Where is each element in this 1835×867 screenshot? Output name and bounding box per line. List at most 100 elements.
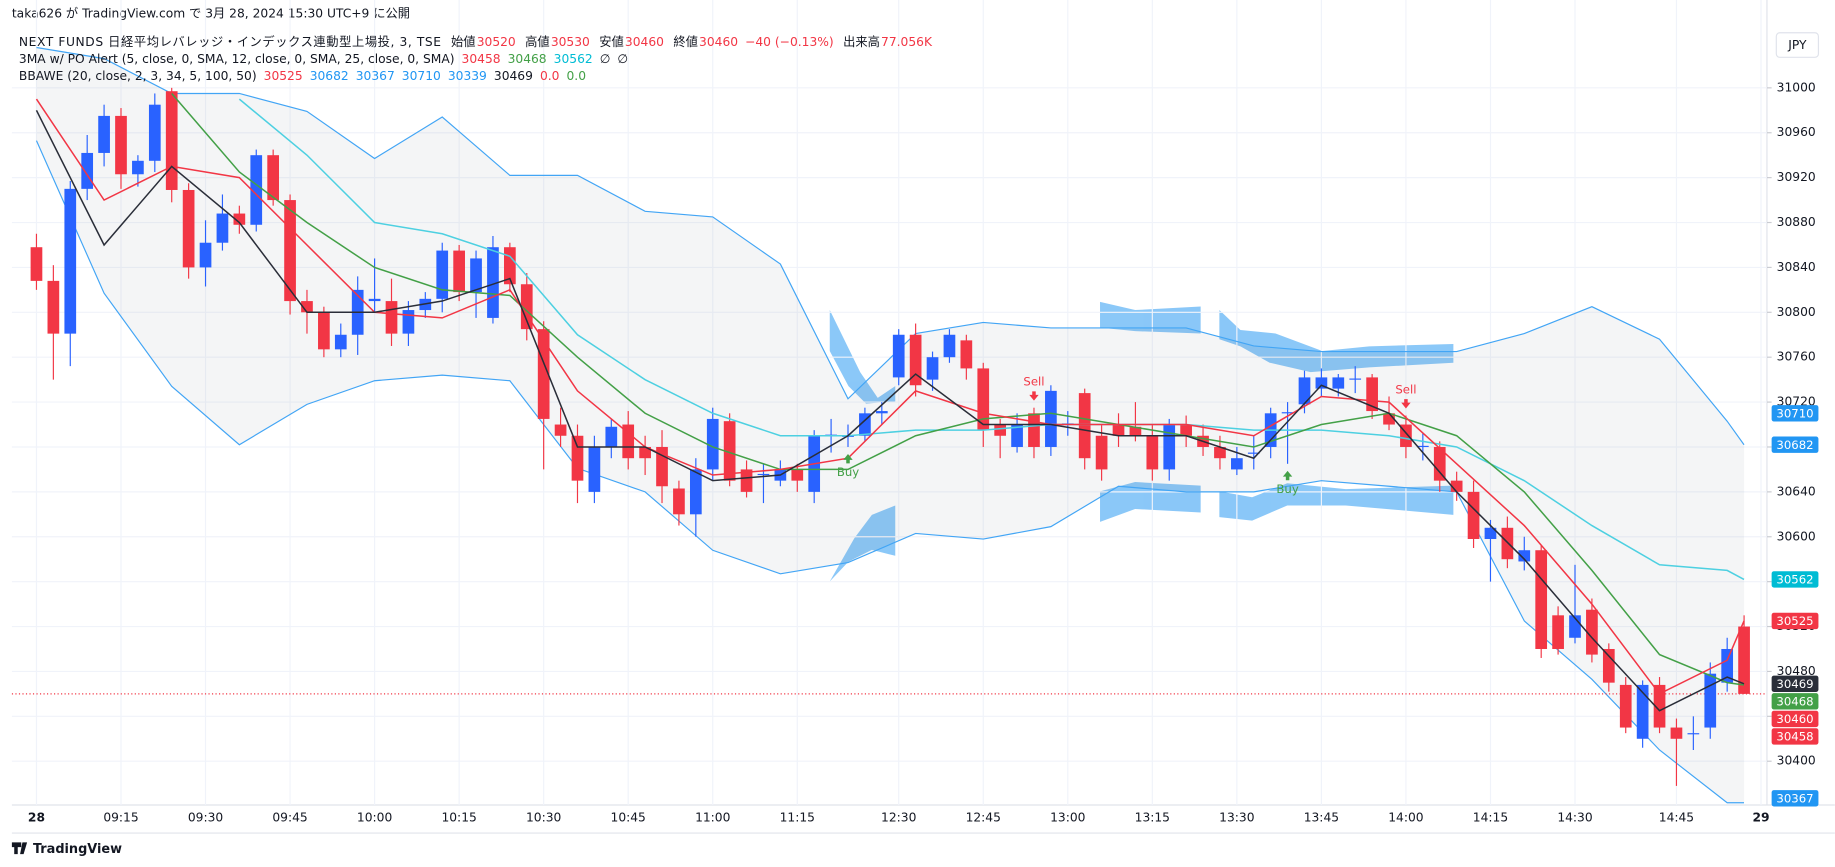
candle-body [385, 301, 398, 334]
candle-body [30, 247, 43, 281]
candle-body [994, 424, 1007, 436]
legend-label: 高値 [525, 34, 550, 49]
candle-body [1518, 550, 1531, 562]
price-label: 30367 [1776, 791, 1813, 805]
band-lower [35, 140, 1745, 804]
legend-value: 30562 [554, 52, 593, 66]
price-label-bg [1771, 612, 1819, 630]
price-label-bg [1771, 571, 1819, 588]
candle-body [64, 188, 77, 334]
candle-body [1636, 684, 1649, 739]
ma-line [35, 109, 1745, 712]
candle-body [1045, 390, 1057, 447]
candle-body [1028, 413, 1040, 447]
candle-body [182, 189, 195, 268]
x-tick-label: 14:00 [1388, 810, 1423, 824]
signal-arrow [1029, 391, 1039, 401]
price-label: 30525 [1776, 614, 1813, 628]
currency-button[interactable]: JPY [1775, 32, 1820, 58]
x-tick-label: 10:15 [441, 810, 476, 824]
signal-arrow [843, 453, 853, 464]
x-tick-label: 29 [1752, 810, 1769, 824]
x-tick-label: 28 [28, 810, 45, 824]
footer-logo: TradingView [33, 842, 122, 857]
candle-body [1146, 435, 1159, 470]
candle-body [368, 298, 381, 302]
y-tick-label: 30960 [1777, 125, 1816, 139]
price-label-bg [1771, 710, 1819, 728]
price-label: 30562 [1776, 572, 1813, 586]
candle-body [301, 301, 313, 313]
legend-value: 30468 [508, 52, 547, 66]
candle-body [132, 160, 144, 175]
legend-label: 終値 [673, 34, 698, 49]
y-tick-label: 30840 [1777, 260, 1816, 274]
candle-body [250, 155, 263, 225]
candle-body [1738, 626, 1750, 694]
candle-body [740, 469, 753, 492]
signal-label: Sell [1395, 382, 1416, 396]
candle-body [1721, 648, 1734, 683]
x-tick-label: 14:45 [1659, 810, 1694, 824]
legend-value: 30458 [462, 52, 501, 66]
legend-row: BBAWE (20, close, 2, 3, 34, 5, 100, 50) 3… [19, 69, 586, 83]
x-tick-label: 10:30 [526, 810, 561, 824]
candle-body [1078, 393, 1091, 459]
legend-name: NEXT FUNDS 日経平均レバレッジ・インデックス連動型上場投, 3, TS… [19, 34, 442, 49]
legend-label: 安値 [599, 34, 624, 49]
y-tick-label: 30600 [1777, 529, 1816, 543]
legend-value: 30460 [699, 35, 738, 49]
button-frame[interactable] [1775, 32, 1820, 58]
candle-body [757, 473, 770, 476]
x-tick-label: 13:45 [1304, 810, 1339, 824]
candle-body [977, 368, 990, 431]
price-label-bg [1771, 728, 1819, 745]
legend-label: 始値 [451, 34, 476, 49]
candle-body [216, 213, 229, 243]
signal-arrow [1401, 399, 1411, 409]
candle-body [622, 424, 635, 459]
candle-body [1687, 733, 1700, 735]
legend-row: 3MA w/ PO Alert (5, close, 0, SMA, 12, c… [19, 52, 628, 66]
legend-value: ∅ [600, 52, 611, 66]
price-label-bg [1771, 790, 1819, 807]
candle-body [1247, 452, 1260, 454]
awe-shape [829, 310, 896, 404]
candle-body [689, 469, 702, 515]
candle-body [537, 329, 550, 419]
candle-body [656, 446, 668, 487]
ma-line [238, 98, 1745, 581]
legend-value: 30710 [402, 69, 441, 83]
legend-value: 30460 [625, 35, 664, 49]
candle-body [605, 426, 618, 447]
logo-mark [11, 842, 28, 855]
x-tick-label: 12:45 [966, 810, 1001, 824]
currency-label[interactable]: JPY [1787, 38, 1807, 52]
price-label: 30468 [1776, 694, 1813, 708]
candle-body [1416, 445, 1429, 448]
candle-body [402, 310, 415, 334]
candle-body [1315, 377, 1328, 389]
awe-shape [1219, 310, 1454, 373]
legend-value: 0.0 [540, 69, 560, 83]
legend-name: 3MA w/ PO Alert (5, close, 0, SMA, 12, c… [19, 52, 455, 66]
price-label: 30710 [1776, 406, 1813, 420]
candle-body [1298, 377, 1311, 405]
legend-value: 30682 [310, 69, 349, 83]
candle-body [1653, 684, 1666, 728]
candle-body [1180, 424, 1192, 436]
candle-body [1467, 491, 1480, 540]
candle-body [81, 152, 94, 189]
signal-label: Buy [837, 465, 859, 479]
y-tick-label: 30800 [1777, 305, 1816, 319]
candle-body [1535, 550, 1548, 649]
ma-line [35, 98, 1745, 695]
candle-body [554, 424, 567, 436]
candle-body [1281, 412, 1294, 414]
signal-label: Sell [1023, 374, 1044, 388]
signal-arrow [1282, 470, 1293, 481]
candle-body [1619, 684, 1632, 728]
candle-body [1670, 727, 1683, 739]
x-tick-label: 09:45 [272, 810, 307, 824]
